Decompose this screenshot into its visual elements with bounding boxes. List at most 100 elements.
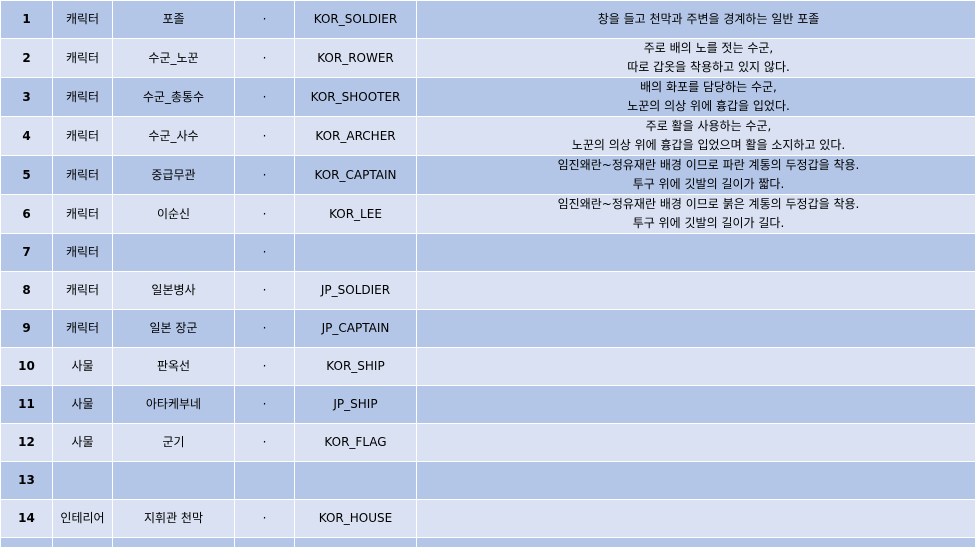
marker-cell[interactable]: · [235, 386, 295, 424]
asset-name-cell[interactable]: 지휘관 천막 [113, 500, 235, 538]
table-row: 13 [1, 462, 975, 500]
description-cell[interactable]: 주로 활을 사용하는 수군,노꾼의 의상 위에 흉갑을 입었으며 활을 소지하고… [417, 117, 975, 156]
description-cell[interactable]: 창을 들고 천막과 주변을 경계하는 일반 포졸 [417, 1, 975, 39]
category-cell[interactable]: 사물 [53, 348, 113, 386]
row-number-cell[interactable]: 8 [1, 272, 53, 310]
category-cell[interactable]: 사물 [53, 424, 113, 462]
marker-cell[interactable] [235, 462, 295, 500]
asset-name-cell[interactable]: 군기 [113, 424, 235, 462]
asset-code-cell[interactable]: KOR_ARCHER [295, 117, 417, 156]
row-number-cell[interactable]: 6 [1, 195, 53, 234]
table-cell[interactable] [113, 538, 235, 548]
marker-cell[interactable]: · [235, 234, 295, 272]
description-cell[interactable]: 임진왜란~정유재란 배경 이므로 파란 계통의 두정갑을 착용.투구 위에 깃발… [417, 156, 975, 195]
asset-code-cell[interactable]: JP_SOLDIER [295, 272, 417, 310]
description-cell[interactable]: 주로 배의 노를 젓는 수군,따로 갑옷을 착용하고 있지 않다. [417, 39, 975, 78]
category-cell[interactable]: 캐릭터 [53, 310, 113, 348]
asset-code-cell[interactable]: KOR_HOUSE [295, 500, 417, 538]
category-cell[interactable] [53, 462, 113, 500]
description-cell[interactable] [417, 234, 975, 272]
description-line: 투구 위에 깃발의 길이가 길다. [417, 214, 975, 233]
table-cell[interactable] [1, 538, 53, 548]
asset-name-cell[interactable]: 일본병사 [113, 272, 235, 310]
marker-cell[interactable]: · [235, 424, 295, 462]
category-cell[interactable]: 사물 [53, 386, 113, 424]
row-number-cell[interactable]: 5 [1, 156, 53, 195]
row-number-cell[interactable]: 2 [1, 39, 53, 78]
description-cell[interactable]: 배의 화포를 담당하는 수군,노꾼의 의상 위에 흉갑을 입었다. [417, 78, 975, 117]
asset-name-cell[interactable] [113, 462, 235, 500]
description-cell[interactable]: 임진왜란~정유재란 배경 이므로 붉은 계통의 두정갑을 착용.투구 위에 깃발… [417, 195, 975, 234]
asset-name-cell[interactable]: 포졸 [113, 1, 235, 39]
asset-name-cell[interactable]: 수군_노꾼 [113, 39, 235, 78]
description-cell[interactable] [417, 500, 975, 538]
description-cell[interactable] [417, 272, 975, 310]
row-number-cell[interactable]: 3 [1, 78, 53, 117]
asset-name-cell[interactable]: 중급무관 [113, 156, 235, 195]
category-cell[interactable]: 인테리어 [53, 500, 113, 538]
category-cell[interactable]: 캐릭터 [53, 39, 113, 78]
marker-cell[interactable]: · [235, 500, 295, 538]
marker-cell[interactable]: · [235, 195, 295, 234]
row-number-cell[interactable]: 11 [1, 386, 53, 424]
description-cell[interactable] [417, 348, 975, 386]
description-line: 배의 화포를 담당하는 수군, [417, 78, 975, 97]
asset-name-cell[interactable] [113, 234, 235, 272]
marker-cell[interactable]: · [235, 1, 295, 39]
description-cell[interactable] [417, 462, 975, 500]
table-cell[interactable] [235, 538, 295, 548]
marker-cell[interactable]: · [235, 78, 295, 117]
asset-name-cell[interactable]: 이순신 [113, 195, 235, 234]
category-cell[interactable]: 캐릭터 [53, 272, 113, 310]
row-number-cell[interactable]: 10 [1, 348, 53, 386]
marker-cell[interactable]: · [235, 348, 295, 386]
row-number-cell[interactable]: 9 [1, 310, 53, 348]
asset-code-cell[interactable]: KOR_SHOOTER [295, 78, 417, 117]
description-cell[interactable] [417, 310, 975, 348]
description-line: 투구 위에 깃발의 길이가 짧다. [417, 175, 975, 194]
category-cell[interactable]: 캐릭터 [53, 195, 113, 234]
table-cell[interactable] [417, 538, 975, 548]
asset-code-cell[interactable]: KOR_ROWER [295, 39, 417, 78]
category-cell[interactable]: 캐릭터 [53, 78, 113, 117]
asset-name-cell[interactable]: 일본 장군 [113, 310, 235, 348]
asset-code-cell[interactable]: KOR_SHIP [295, 348, 417, 386]
description-cell[interactable] [417, 386, 975, 424]
asset-code-cell[interactable]: KOR_CAPTAIN [295, 156, 417, 195]
asset-code-cell[interactable]: JP_SHIP [295, 386, 417, 424]
description-cell[interactable] [417, 424, 975, 462]
asset-name-cell[interactable]: 판옥선 [113, 348, 235, 386]
category-cell[interactable]: 캐릭터 [53, 1, 113, 39]
marker-cell[interactable]: · [235, 272, 295, 310]
marker-cell[interactable]: · [235, 156, 295, 195]
asset-code-cell[interactable]: KOR_SOLDIER [295, 1, 417, 39]
row-number-cell[interactable]: 12 [1, 424, 53, 462]
description-line: 따로 갑옷을 착용하고 있지 않다. [417, 58, 975, 77]
asset-name-cell[interactable]: 아타케부네 [113, 386, 235, 424]
asset-name-cell[interactable]: 수군_총통수 [113, 78, 235, 117]
row-number-cell[interactable]: 1 [1, 1, 53, 39]
category-cell[interactable]: 캐릭터 [53, 117, 113, 156]
asset-code-cell[interactable] [295, 462, 417, 500]
marker-cell[interactable]: · [235, 117, 295, 156]
marker-cell[interactable]: · [235, 310, 295, 348]
row-number-cell[interactable]: 13 [1, 462, 53, 500]
asset-code-cell[interactable]: KOR_LEE [295, 195, 417, 234]
category-cell[interactable]: 캐릭터 [53, 234, 113, 272]
asset-name-cell[interactable]: 수군_사수 [113, 117, 235, 156]
row-number-cell[interactable]: 4 [1, 117, 53, 156]
row-number-cell[interactable]: 14 [1, 500, 53, 538]
marker-cell[interactable]: · [235, 39, 295, 78]
asset-code-cell[interactable] [295, 234, 417, 272]
asset-code-cell[interactable]: KOR_FLAG [295, 424, 417, 462]
category-cell[interactable]: 캐릭터 [53, 156, 113, 195]
table-row-partial [1, 538, 975, 548]
table-cell[interactable] [295, 538, 417, 548]
row-number-cell[interactable]: 7 [1, 234, 53, 272]
asset-code-cell[interactable]: JP_CAPTAIN [295, 310, 417, 348]
table-cell[interactable] [53, 538, 113, 548]
